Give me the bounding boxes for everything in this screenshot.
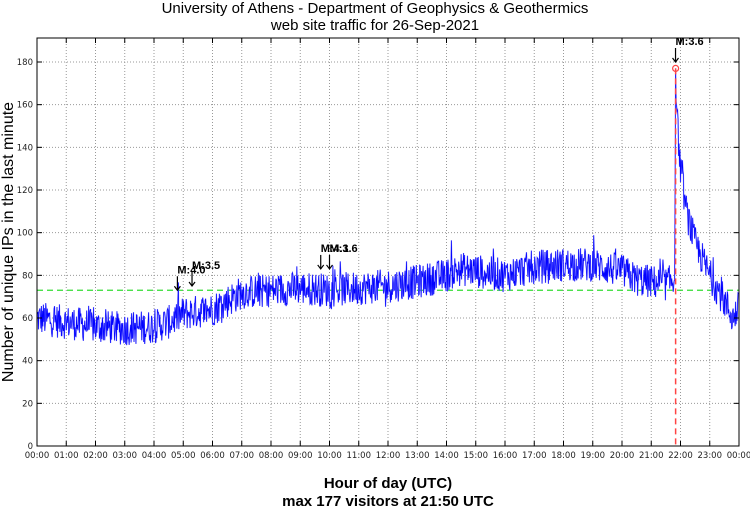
x-tick-label: 11:00	[347, 451, 372, 461]
annotation-arrow-icon	[672, 57, 680, 63]
annotations: M:4.0M:3.5M:4.1M:3.6M:3.6	[173, 36, 704, 292]
annotation-arrow-icon	[317, 264, 325, 270]
annotation-arrow-icon	[173, 285, 181, 292]
x-tick-label: 07:00	[230, 451, 255, 461]
x-tick-label: 22:00	[668, 451, 693, 461]
y-tick-label: 80	[22, 271, 33, 281]
y-tick-label: 180	[17, 58, 33, 68]
x-axis-label: Hour of day (UTC)	[324, 475, 452, 492]
y-tick-label: 60	[22, 314, 33, 324]
x-tick-label: 04:00	[142, 451, 167, 461]
y-tick-label: 0	[28, 442, 33, 452]
max-visitors-caption: max 177 visitors at 21:50 UTC	[282, 493, 494, 510]
y-tick-label: 140	[17, 143, 33, 153]
x-tick-label: 12:00	[376, 451, 401, 461]
annotation-arrow-icon	[188, 281, 196, 287]
magnitude-annotation: M:4.0	[177, 264, 205, 276]
chart-subtitle: web site traffic for 26-Sep-2021	[270, 17, 479, 34]
x-tick-label: 08:00	[259, 451, 284, 461]
max-marker-group	[672, 64, 680, 446]
x-tick-label: 05:00	[171, 451, 196, 461]
y-tick-label: 160	[17, 101, 33, 111]
y-tick-label: 100	[17, 229, 33, 239]
y-axis-ticks: 0 20 40 60 80 100 120 140 160 180	[17, 58, 739, 452]
x-tick-label: 23:00	[698, 451, 723, 461]
x-tick-label: 17:00	[522, 451, 547, 461]
magnitude-annotation: M:4.1	[321, 243, 349, 255]
x-tick-label: 09:00	[288, 451, 313, 461]
y-tick-label: 20	[22, 399, 33, 409]
annotation-arrow-icon	[326, 264, 333, 270]
series-line	[36, 68, 739, 346]
x-tick-label: 20:00	[610, 451, 635, 461]
y-tick-label: 120	[17, 186, 33, 196]
x-tick-label: 00:00	[25, 451, 50, 461]
magnitude-annotation: M:3.5	[192, 260, 220, 272]
x-tick-label: 14:00	[434, 451, 459, 461]
x-tick-label: 01:00	[54, 451, 79, 461]
x-tick-label: 21:00	[639, 451, 664, 461]
magnitude-annotation: M:3.6	[330, 243, 358, 255]
x-tick-label: 00:00	[727, 451, 750, 461]
magnitude-annotation: M:3.6	[676, 36, 704, 48]
x-tick-label: 16:00	[493, 451, 518, 461]
x-tick-label: 19:00	[581, 451, 606, 461]
y-axis-label: Number of unique IPs in the last minute	[0, 102, 17, 382]
x-tick-label: 06:00	[200, 451, 225, 461]
x-tick-label: 15:00	[464, 451, 489, 461]
x-tick-label: 18:00	[551, 451, 576, 461]
x-tick-label: 03:00	[113, 451, 138, 461]
max-point-marker	[672, 64, 680, 73]
grid-lines	[37, 38, 739, 446]
chart-title: University of Athens - Department of Geo…	[162, 0, 589, 17]
x-tick-label: 02:00	[83, 451, 108, 461]
y-tick-label: 40	[22, 357, 33, 367]
x-axis-ticks: 00:00 01:00 02:00 03:00 04:00 05:00 06:00 07:00…	[25, 38, 750, 461]
x-tick-label: 10:00	[317, 451, 342, 461]
data-series	[36, 68, 739, 346]
x-tick-label: 13:00	[405, 451, 430, 461]
